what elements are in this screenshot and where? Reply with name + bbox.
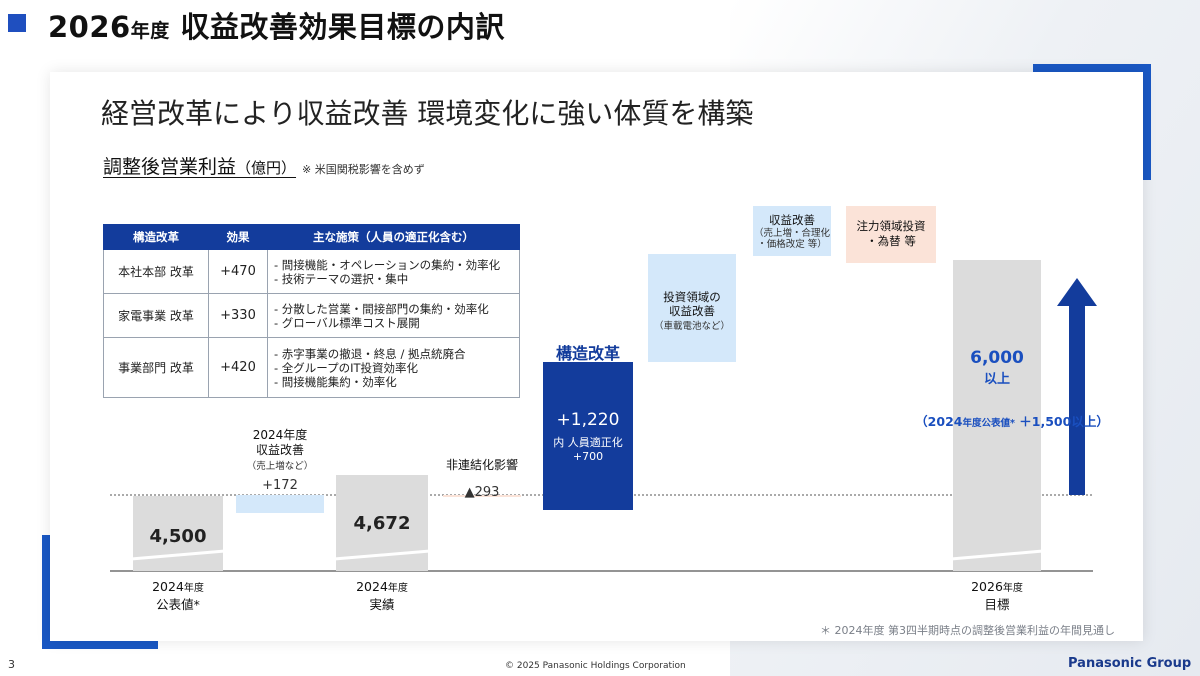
axis-break-mark [333, 549, 431, 561]
accent-bar-bottom-left [42, 535, 50, 649]
waterfall-bar-7 [846, 206, 936, 263]
accent-bar-top-right-vertical [1143, 64, 1151, 180]
table-header: 構造改革 [103, 224, 209, 250]
table-cell-effect: +420 [208, 337, 268, 398]
waterfall-bar-3 [443, 495, 521, 497]
bar-value-label: 6,000 以上 [970, 348, 1024, 387]
page-number: 3 [8, 658, 15, 671]
waterfall-bar-5 [648, 254, 736, 362]
page-title: 2026年度 収益改善効果目標の内訳 [48, 10, 505, 44]
table-cell-name: 事業部門 改革 [103, 337, 209, 398]
growth-arrow-shaft [1069, 305, 1085, 495]
footnote: ＊ 2024年度 第3四半期時点の調整後営業利益の年間見通し [820, 624, 1115, 637]
waterfall-bar-4 [543, 362, 633, 510]
copyright: © 2025 Panasonic Holdings Corporation [505, 661, 686, 671]
bar-value-label: 4,672 [353, 513, 411, 534]
measure-item: - 赤字事業の撤退・終息 / 拠点統廃合 [274, 346, 466, 361]
accent-bar-bottom-left-horizontal [42, 641, 158, 649]
bar-header-label: 構造改革 [555, 344, 620, 363]
table-cell-effect: +470 [208, 249, 268, 294]
table-cell-effect: +330 [208, 293, 268, 338]
structural-reform-table: 構造改革 効果 主な施策（人員の適正化含む） 本社本部 改革 +470 - 間接… [103, 224, 520, 398]
x-tick-label: 2024年度 公表値* [152, 579, 204, 612]
waterfall-bar-1 [236, 495, 324, 513]
target-annotation: （2024年度公表値* ＋1,500以上） [915, 414, 1109, 429]
bar-sub-label: 内 人員適正化 +700 [553, 436, 623, 463]
accent-bar-top-right [1033, 64, 1151, 72]
bar-value-label: +1,220 [556, 410, 620, 430]
axis-break-mark [130, 549, 226, 561]
table-header: 効果 [208, 224, 268, 250]
x-tick-label: 2026年度 目標 [971, 579, 1023, 612]
y-axis-label: 調整後営業利益（億円） ※ 米国関税影響を含めず [103, 152, 425, 179]
table-cell-measures: - 間接機能・オペレーションの集約・効率化 - 技術テーマの選択・集中 [267, 249, 520, 294]
ylabel-unit: （億円） [236, 159, 297, 177]
measure-item: - グローバル標準コスト展開 [274, 315, 420, 330]
table-header: 主な施策（人員の適正化含む） [267, 224, 520, 250]
measure-item: - 間接機能集約・効率化 [274, 374, 397, 389]
bar-header-label: 2024年度 収益改善 （売上増など） [246, 428, 314, 472]
brand-logo: Panasonic Group [1068, 656, 1192, 671]
ylabel-main: 調整後営業利益 [103, 156, 237, 178]
header-marker [8, 14, 26, 32]
table-cell-name: 家電事業 改革 [103, 293, 209, 338]
x-tick-label: 2024年度 実績 [356, 579, 408, 612]
subtitle: 経営改革により収益改善 環境変化に強い体質を構築 [101, 97, 754, 130]
table-header-row: 構造改革 効果 主な施策（人員の適正化含む） [103, 224, 520, 250]
bar-inner-label: 収益改善 （売上増・合理化 ・価格改定 等） [753, 213, 830, 250]
waterfall-bar-8 [953, 260, 1041, 571]
growth-arrow-head [1057, 278, 1097, 306]
bar-inner-label: 注力領域投資 ・為替 等 [856, 219, 926, 248]
bar-value-label: 4,500 [149, 526, 207, 547]
table-cell-measures: - 赤字事業の撤退・終息 / 拠点統廃合 - 全グループのIT投資効率化 - 間接機… [267, 337, 520, 398]
axis-break-mark [950, 549, 1044, 561]
bar-value-label: ▲293 [464, 485, 500, 500]
ylabel-note: ※ 米国関税影響を含めず [302, 163, 425, 176]
table-cell-name: 本社本部 改革 [103, 249, 209, 294]
measure-item: - 技術テーマの選択・集中 [274, 271, 409, 286]
table-row: 本社本部 改革 +470 - 間接機能・オペレーションの集約・効率化 - 技術テー… [103, 249, 520, 294]
bar-inner-label: 投資領域の 収益改善 （車載電池など） [653, 290, 730, 332]
table-row: 事業部門 改革 +420 - 赤字事業の撤退・終息 / 拠点統廃合 - 全グループ… [103, 337, 520, 398]
bar-value-label: +172 [262, 478, 298, 493]
measure-item: - 全グループのIT投資効率化 [274, 360, 419, 375]
measure-item: - 間接機能・オペレーションの集約・効率化 [274, 257, 501, 272]
measure-item: - 分散した営業・間接部門の集約・効率化 [274, 301, 489, 316]
bar-header-label: 非連結化影響 [445, 458, 518, 472]
waterfall-bar-6 [753, 206, 831, 256]
